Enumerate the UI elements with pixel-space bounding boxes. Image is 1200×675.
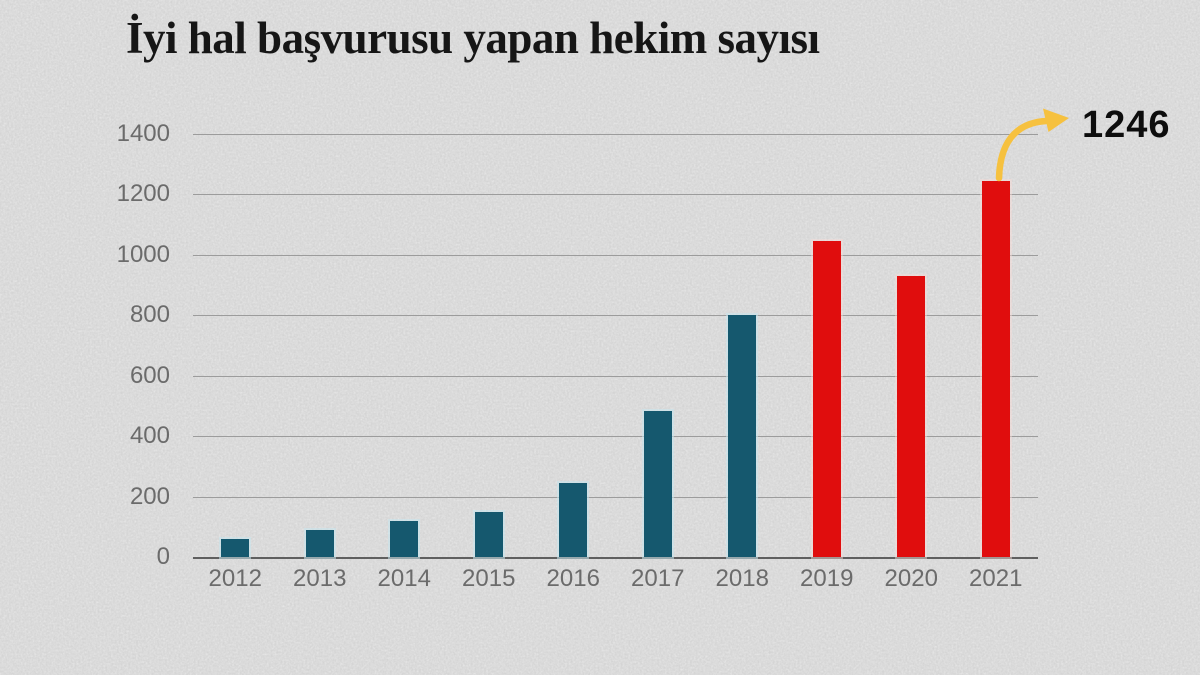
- annotation-value: 1246: [1082, 104, 1171, 146]
- x-tick-label-2018: 2018: [715, 565, 769, 592]
- x-tick-label-2017: 2017: [631, 565, 685, 592]
- gridline-600: [193, 375, 1038, 377]
- x-tick-label-2019: 2019: [800, 565, 854, 592]
- x-tick-label-2015: 2015: [462, 565, 516, 592]
- y-tick-label-800: 800: [129, 301, 170, 329]
- chart-title: İyi hal başvurusu yapan hekim sayısı: [126, 13, 820, 63]
- gridline-1000: [193, 254, 1038, 256]
- gridline-400: [193, 436, 1038, 438]
- x-tick-label-2021: 2021: [969, 565, 1023, 592]
- y-tick-label-400: 400: [129, 422, 170, 450]
- x-tick-label-2012: 2012: [208, 565, 262, 592]
- bar-2016: [559, 482, 588, 557]
- gridline-1400: [193, 134, 1038, 135]
- y-tick-label-1400: 1400: [116, 120, 170, 147]
- bar-2018: [728, 314, 757, 557]
- x-tick-label-2020: 2020: [884, 565, 938, 592]
- bar-2017: [643, 411, 672, 557]
- x-tick-label-2013: 2013: [293, 565, 347, 592]
- bar-2021: [981, 180, 1010, 557]
- bar-2019: [812, 240, 841, 557]
- y-tick-label-0: 0: [156, 543, 170, 570]
- gridline-200: [193, 496, 1038, 498]
- bar-2012: [221, 539, 250, 557]
- gridline-1200: [193, 194, 1038, 196]
- bar-2020: [897, 275, 926, 557]
- bar-2015: [474, 511, 503, 557]
- x-tick-label-2016: 2016: [546, 565, 600, 592]
- x-tick-label-2014: 2014: [377, 565, 431, 592]
- bar-2014: [390, 521, 419, 557]
- y-tick-label-200: 200: [129, 482, 170, 510]
- y-tick-label-1200: 1200: [116, 180, 170, 208]
- y-tick-label-600: 600: [129, 361, 170, 389]
- bar-2013: [305, 529, 334, 557]
- gridline-800: [193, 315, 1038, 317]
- y-tick-label-1000: 1000: [116, 240, 170, 268]
- gridline-0: [193, 557, 1038, 559]
